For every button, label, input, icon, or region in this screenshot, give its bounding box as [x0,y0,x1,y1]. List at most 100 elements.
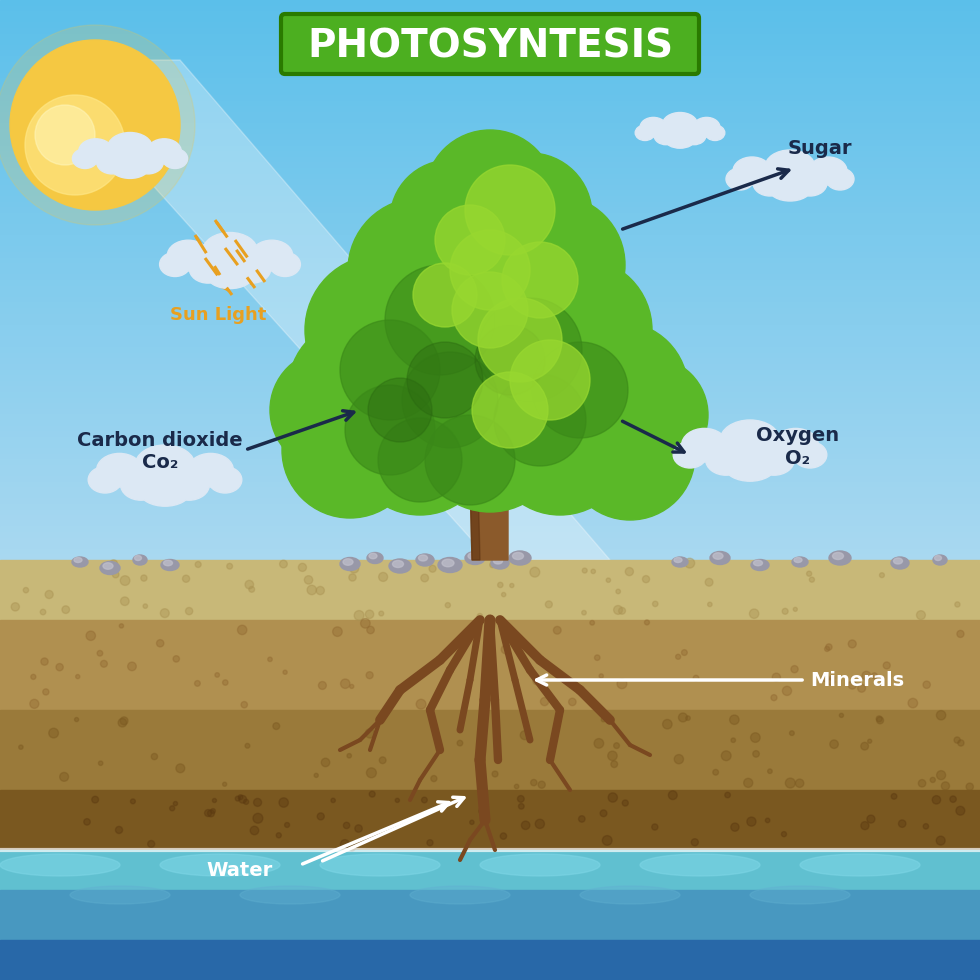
Circle shape [429,565,436,572]
Circle shape [478,298,562,382]
Circle shape [826,644,832,650]
Polygon shape [0,470,980,476]
Ellipse shape [891,557,909,569]
Circle shape [751,733,760,743]
Circle shape [772,673,780,681]
Circle shape [253,813,263,823]
Circle shape [35,105,95,165]
Polygon shape [0,560,980,620]
Circle shape [41,658,48,665]
Ellipse shape [161,560,179,570]
Polygon shape [0,398,980,404]
Circle shape [877,716,884,724]
Ellipse shape [160,252,190,276]
Ellipse shape [662,113,698,136]
Circle shape [347,754,352,758]
Circle shape [793,608,798,612]
Circle shape [367,671,373,679]
Circle shape [662,719,672,729]
Circle shape [182,575,190,582]
Polygon shape [430,340,478,400]
Circle shape [493,308,637,452]
Ellipse shape [826,168,854,190]
Ellipse shape [442,560,454,566]
Circle shape [765,818,770,822]
Circle shape [366,611,373,618]
Polygon shape [0,196,980,202]
Circle shape [245,580,254,589]
Polygon shape [0,481,980,487]
Polygon shape [0,520,980,526]
Circle shape [127,662,136,670]
Circle shape [205,809,212,816]
Polygon shape [0,202,980,208]
Circle shape [481,712,488,720]
Circle shape [173,656,179,662]
Polygon shape [0,73,980,78]
Polygon shape [0,89,980,95]
Ellipse shape [713,553,723,560]
Polygon shape [0,392,980,398]
Circle shape [565,390,695,520]
Circle shape [678,713,687,722]
Circle shape [615,589,620,594]
Ellipse shape [134,556,141,561]
Circle shape [30,674,36,679]
Circle shape [121,597,129,606]
Polygon shape [0,128,980,134]
Text: PHOTOSYNTESIS: PHOTOSYNTESIS [307,27,673,65]
Ellipse shape [765,150,815,184]
Circle shape [435,205,505,275]
Circle shape [249,586,255,592]
Polygon shape [0,493,980,499]
Polygon shape [0,538,980,543]
Ellipse shape [640,854,760,876]
Circle shape [288,318,432,462]
Text: O₂: O₂ [785,449,810,467]
Polygon shape [0,84,980,90]
Circle shape [343,822,350,829]
Circle shape [966,783,973,791]
Polygon shape [0,33,980,39]
Circle shape [652,824,658,830]
Circle shape [613,606,622,614]
Polygon shape [0,308,980,314]
Circle shape [721,751,731,760]
Circle shape [367,767,376,778]
Ellipse shape [140,477,190,507]
Circle shape [767,769,772,773]
Circle shape [686,715,690,720]
Ellipse shape [389,559,411,573]
Polygon shape [0,0,980,6]
Circle shape [839,713,844,717]
Ellipse shape [240,886,340,904]
Polygon shape [504,330,555,390]
Polygon shape [0,39,980,45]
Circle shape [956,807,964,815]
Polygon shape [0,274,980,280]
Circle shape [431,775,437,782]
Circle shape [753,751,760,758]
Circle shape [11,603,20,611]
Circle shape [611,760,617,767]
Circle shape [824,647,830,652]
Ellipse shape [682,428,727,462]
Circle shape [298,564,307,571]
Circle shape [675,655,681,660]
Circle shape [176,763,185,772]
Polygon shape [0,487,980,493]
Polygon shape [0,359,980,365]
Polygon shape [0,710,980,790]
Circle shape [582,611,586,615]
Circle shape [643,575,650,583]
Circle shape [315,773,318,777]
Circle shape [830,740,838,749]
Circle shape [937,710,946,720]
Circle shape [502,242,578,318]
Circle shape [279,798,288,808]
Circle shape [828,678,835,685]
Ellipse shape [725,453,775,481]
Circle shape [521,821,530,829]
Polygon shape [470,220,488,560]
Circle shape [530,567,540,577]
